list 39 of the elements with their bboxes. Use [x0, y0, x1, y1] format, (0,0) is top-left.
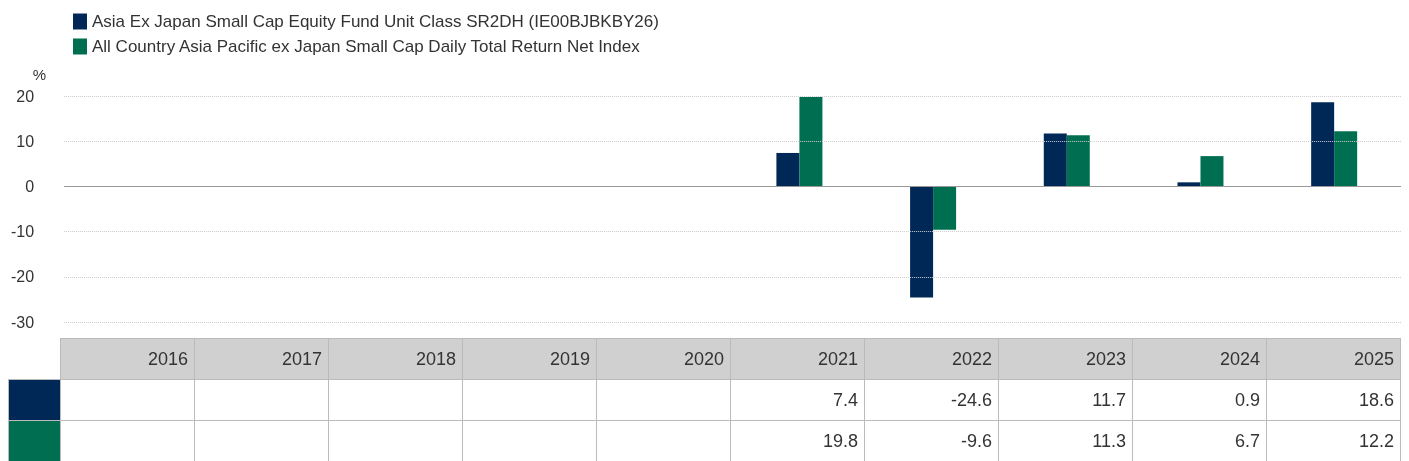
- x-tick-label: 2020: [596, 338, 731, 380]
- y-axis-title: %: [32, 66, 47, 83]
- bar: [799, 96, 823, 187]
- bar: [1177, 182, 1201, 187]
- y-tick-label: -10: [11, 223, 35, 241]
- bar: [1200, 156, 1224, 187]
- y-tick-label: 20: [16, 87, 35, 105]
- y-tick-label: -30: [11, 313, 35, 331]
- legend-label: Asia Ex Japan Small Cap Equity Fund Unit Class SR2DH (IE00BJBKBY26): [92, 12, 659, 31]
- bar: [1066, 135, 1090, 187]
- x-tick-label: 2024: [1132, 338, 1267, 380]
- data-label: -24.6: [864, 379, 999, 421]
- y-tick-label: -20: [11, 268, 35, 286]
- data-label: 6.7: [1132, 420, 1267, 461]
- bar: [1334, 131, 1358, 187]
- x-tick-label: 2018: [328, 338, 463, 380]
- bar: [1043, 133, 1067, 187]
- x-tick-label: 2021: [730, 338, 865, 380]
- data-label: 11.7: [998, 379, 1133, 421]
- x-tick-label: 2017: [194, 338, 329, 380]
- data-label: 7.4: [730, 379, 865, 421]
- data-label: 12.2: [1266, 420, 1401, 461]
- data-label: 19.8: [730, 420, 865, 461]
- x-tick-label: 2025: [1266, 338, 1401, 380]
- bar: [776, 152, 800, 187]
- data-label: 11.3: [998, 420, 1133, 461]
- x-tick-label: 2023: [998, 338, 1133, 380]
- data-label: 0.9: [1132, 379, 1267, 421]
- y-tick-label: 10: [16, 132, 35, 150]
- bar: [933, 186, 957, 230]
- bar: [910, 186, 934, 298]
- x-tick-label: 2016: [60, 338, 195, 380]
- data-label: 18.6: [1266, 379, 1401, 421]
- bar: [1311, 102, 1335, 187]
- x-tick-label: 2022: [864, 338, 999, 380]
- x-tick-label: 2019: [462, 338, 597, 380]
- y-tick-label: 0: [25, 177, 35, 195]
- legend-label: All Country Asia Pacific ex Japan Small Cap Daily Total Return Net Index: [92, 37, 641, 56]
- data-label: -9.6: [864, 420, 999, 461]
